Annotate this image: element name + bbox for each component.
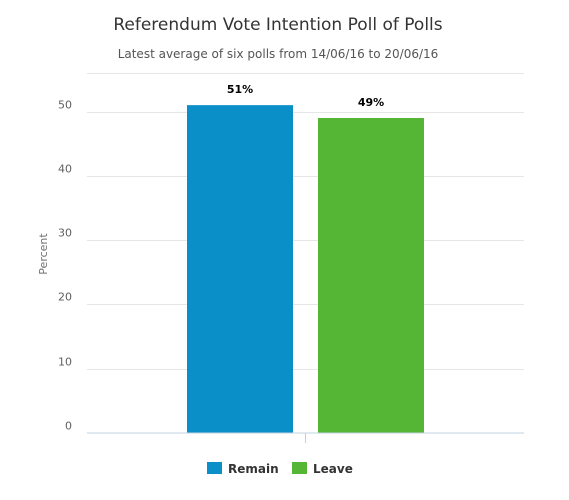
chart-title: Referendum Vote Intention Poll of Polls bbox=[113, 15, 442, 35]
legend: Remain Leave bbox=[207, 462, 353, 476]
legend-swatch-remain bbox=[207, 462, 222, 474]
y-tick-label-20: 20 bbox=[58, 291, 72, 304]
data-label-layer: 51% 49% bbox=[227, 83, 384, 109]
data-label-remain: 51% bbox=[227, 83, 253, 96]
y-tick-label-50: 50 bbox=[58, 99, 72, 112]
bar-remain bbox=[187, 105, 293, 434]
legend-swatch-leave bbox=[292, 462, 307, 474]
chart-subtitle: Latest average of six polls from 14/06/1… bbox=[118, 47, 439, 61]
grid-layer bbox=[87, 73, 524, 370]
bar-layer bbox=[187, 105, 424, 434]
legend-label-leave: Leave bbox=[313, 462, 353, 476]
y-tick-label-0: 0 bbox=[65, 420, 72, 433]
y-tick-label-40: 40 bbox=[58, 163, 72, 176]
y-tick-layer: 0 10 20 30 40 50 bbox=[58, 99, 72, 433]
bar-leave bbox=[318, 118, 424, 433]
data-label-leave: 49% bbox=[358, 96, 384, 109]
legend-label-remain: Remain bbox=[228, 462, 279, 476]
y-tick-label-10: 10 bbox=[58, 356, 72, 369]
y-tick-label-30: 30 bbox=[58, 227, 72, 240]
y-axis-title: Percent bbox=[37, 233, 50, 275]
